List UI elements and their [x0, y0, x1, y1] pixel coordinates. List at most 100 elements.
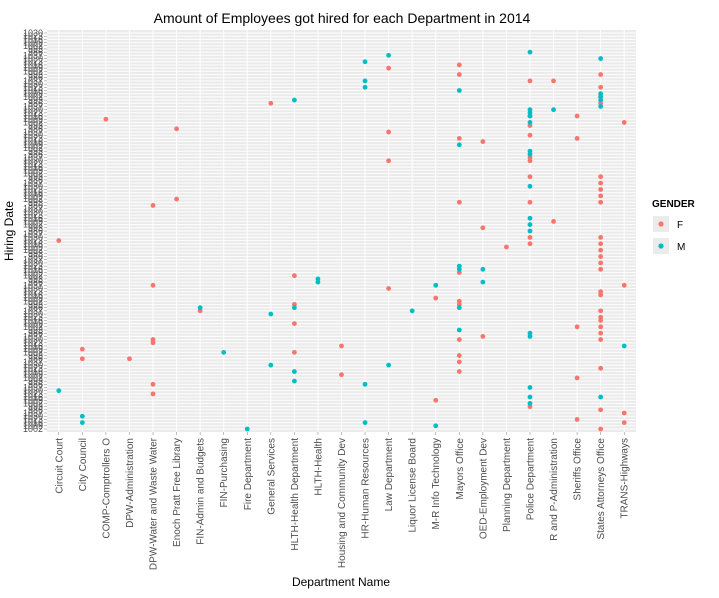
y-tick-label: 993: [28, 376, 43, 386]
legend-title: GENDER: [652, 199, 696, 210]
data-point-m: [551, 107, 556, 113]
y-tick-label: 1037: [23, 408, 43, 418]
data-point-m: [362, 381, 368, 387]
y-tick-label: 986: [28, 354, 43, 364]
data-point-f: [433, 295, 439, 301]
data-point-f: [480, 225, 486, 231]
y-tick-label: 986: [28, 226, 43, 236]
y-tick-label: 993: [28, 325, 43, 335]
y-tick-label: 993: [28, 146, 43, 156]
y-tick-label: 1037: [23, 204, 43, 214]
data-point-f: [621, 120, 627, 125]
data-point-m: [244, 426, 250, 432]
data-point-m: [480, 279, 486, 285]
y-tick-label: 1002: [23, 220, 43, 230]
x-tick-label: Circuit Court: [54, 438, 65, 494]
y-tick-label: 1016: [23, 264, 43, 274]
data-point-m: [291, 97, 297, 103]
data-point-m: [456, 266, 462, 272]
y-tick-label: 1037: [23, 357, 43, 367]
x-tick-label: DPW-Water and Waste Water: [149, 437, 160, 570]
data-point-f: [574, 113, 580, 119]
y-tick-label: 1023: [23, 133, 43, 143]
y-tick-label: 1037: [23, 306, 43, 316]
data-point-m: [221, 349, 227, 355]
x-tick-label: DPW-Administration: [125, 438, 136, 528]
data-point-f: [598, 234, 604, 240]
data-point-f: [598, 337, 604, 342]
data-point-f: [598, 187, 604, 192]
y-tick-label: 1030: [23, 258, 43, 268]
data-point-f: [480, 139, 486, 144]
data-point-f: [598, 407, 604, 413]
x-axis-title: Department Name: [292, 575, 390, 589]
data-point-f: [598, 84, 604, 90]
data-point-m: [409, 308, 415, 314]
data-point-f: [574, 135, 580, 141]
x-tick-label: Enoch Pratt Free Library: [172, 438, 183, 547]
y-tick-label: 993: [28, 223, 43, 233]
y-tick-label: 993: [28, 197, 43, 207]
data-point-m: [362, 78, 368, 84]
data-point-m: [291, 305, 297, 311]
y-tick-label: 986: [28, 124, 43, 134]
y-tick-label: 1016: [23, 34, 43, 44]
x-axis-ticks: Circuit Court City Council COMP-Comptrolle…: [54, 432, 631, 570]
y-tick-label: 1023: [23, 414, 43, 424]
y-tick-label: 1037: [23, 255, 43, 265]
y-tick-label: 1037: [23, 280, 43, 290]
data-point-f: [598, 365, 604, 371]
chart-title: Amount of Employees got hired for each D…: [154, 10, 531, 26]
y-tick-label: 1016: [23, 290, 43, 300]
data-point-m: [527, 120, 533, 125]
y-tick-label: 1023: [23, 210, 43, 220]
data-point-f: [598, 174, 604, 180]
data-point-m: [480, 266, 486, 272]
y-tick-label: 1030: [23, 309, 43, 319]
y-tick-label: 993: [28, 172, 43, 182]
y-tick-label: 1030: [23, 335, 43, 345]
y-tick-label: 1009: [23, 370, 43, 380]
data-point-f: [339, 372, 344, 378]
data-point-m: [456, 142, 462, 148]
y-tick-label: 986: [28, 47, 43, 57]
data-point-f: [527, 78, 533, 84]
data-point-f: [386, 158, 392, 164]
y-tick-label: 1002: [23, 41, 43, 51]
x-tick-label: Police Department: [525, 438, 536, 520]
y-tick-label: 1037: [23, 50, 43, 60]
y-tick-label: 1037: [23, 153, 43, 163]
y-tick-label: 986: [28, 328, 43, 338]
data-point-f: [598, 330, 604, 336]
data-point-f: [127, 356, 132, 362]
y-tick-label: 1002: [23, 322, 43, 332]
y-tick-label: 993: [28, 248, 43, 258]
y-tick-label: 1009: [23, 38, 43, 48]
data-point-f: [621, 420, 627, 426]
data-point-m: [456, 327, 462, 333]
y-tick-label: 1016: [23, 111, 43, 121]
y-tick-label: 1030: [23, 283, 43, 293]
y-tick-label: 986: [28, 98, 43, 108]
y-tick-label: 1023: [23, 389, 43, 399]
y-tick-label: 1009: [23, 114, 43, 124]
data-point-f: [598, 254, 604, 259]
data-point-f: [551, 219, 556, 224]
y-tick-label: 1009: [23, 63, 43, 73]
y-tick-label: 1016: [23, 341, 43, 351]
y-tick-label: 1037: [23, 76, 43, 86]
x-tick-label: FIN-Purchasing: [219, 438, 230, 507]
y-tick-label: 1002: [23, 194, 43, 204]
y-tick-label: 1030: [23, 232, 43, 242]
x-tick-label: OED-Employment Dev: [478, 438, 489, 539]
y-tick-label: 1009: [23, 293, 43, 303]
data-point-m: [598, 97, 604, 103]
data-point-f: [598, 260, 604, 266]
data-point-f: [103, 116, 109, 122]
data-point-f: [621, 410, 627, 416]
data-point-f: [291, 321, 297, 327]
y-tick-label: 1023: [23, 184, 43, 194]
data-point-f: [527, 241, 533, 247]
y-tick-label: 1030: [23, 79, 43, 89]
